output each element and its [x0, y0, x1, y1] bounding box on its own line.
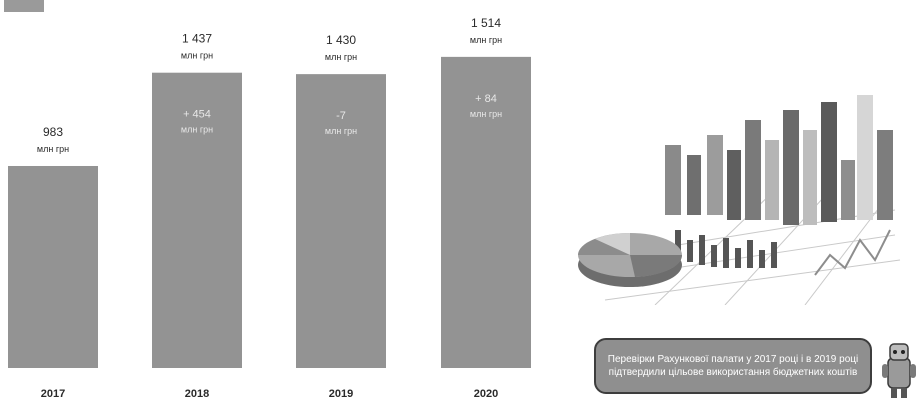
x-tick-label: 2019: [329, 388, 353, 400]
robot-mascot-icon: [882, 343, 916, 398]
x-tick-label: 2017: [41, 388, 65, 400]
info-callout: Перевірки Рахункової палати у 2017 році …: [594, 338, 872, 394]
bar-delta-unit-label: млн грн: [181, 125, 213, 135]
bar-pie-chart-illustration-icon: [578, 95, 901, 305]
small-bars: [675, 230, 777, 268]
bar-2018: [152, 72, 242, 368]
bar-chart: 983 млн грн 2017 1 437 млн грн + 454 млн грн 20…: [8, 16, 531, 400]
bar-delta-label: + 84: [475, 93, 497, 105]
bar-value-label: 983: [43, 125, 63, 139]
pie-chart-icon: [578, 233, 683, 287]
bar-delta-label: + 454: [183, 109, 211, 121]
background-bars: [665, 95, 893, 225]
bar-unit-label: млн грн: [325, 52, 357, 62]
bar-value-label: 1 437: [182, 32, 212, 46]
x-tick-label: 2020: [474, 388, 498, 400]
bar-2017: [8, 165, 98, 368]
bar-unit-label: млн грн: [37, 144, 69, 154]
info-text: Перевірки Рахункової палати у 2017 році …: [607, 354, 859, 378]
bar-delta-unit-label: млн грн: [325, 126, 357, 136]
line-graph-icon: [814, 229, 891, 276]
bar-2019: [296, 74, 386, 368]
bar-delta-unit-label: млн грн: [470, 109, 502, 119]
bar-value-label: 1 514: [471, 16, 501, 30]
bar-unit-label: млн грн: [181, 51, 213, 61]
legend-swatch: [4, 0, 44, 12]
bar-value-label: 1 430: [326, 33, 356, 47]
bar-unit-label: млн грн: [470, 35, 502, 45]
bar-delta-label: -7: [336, 110, 346, 122]
x-tick-label: 2018: [185, 388, 209, 400]
bar-2020: [441, 56, 531, 369]
